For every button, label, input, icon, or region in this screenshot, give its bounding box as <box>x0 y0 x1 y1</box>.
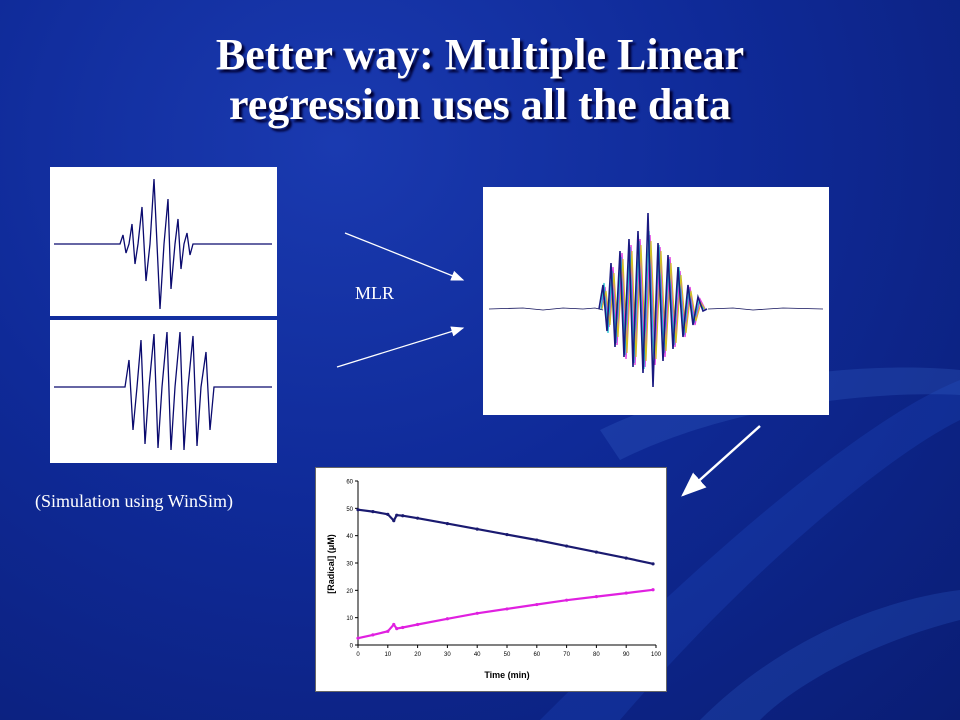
kinetics-chart: 0 10 20 30 40 50 60 0 10 20 30 40 50 60 70 80 90 100 Time… <box>315 467 667 692</box>
x-tick-label: 60 <box>533 652 540 658</box>
series-1-line <box>357 508 654 565</box>
y-tick-label: 40 <box>346 534 353 540</box>
x-tick-label: 10 <box>384 652 391 658</box>
series-1-point <box>535 538 539 542</box>
y-tick-label: 0 <box>350 644 354 650</box>
simulation-caption: (Simulation using WinSim) <box>35 491 233 511</box>
series-1-point <box>416 516 420 520</box>
arrow-top-to-fit <box>344 232 465 281</box>
series-2-point <box>386 629 390 633</box>
series-2-point <box>594 595 598 599</box>
series-1-point <box>395 513 399 517</box>
x-tick-label: 30 <box>444 652 451 658</box>
series-1-point <box>505 532 509 537</box>
series-1-point <box>401 514 405 518</box>
x-axis-label: Time (min) <box>484 670 529 680</box>
series-2-point <box>624 591 628 595</box>
series-1-point <box>371 510 375 514</box>
experimental-baseline <box>488 307 824 311</box>
series-1-point <box>356 508 360 512</box>
y-tick-label: 50 <box>346 507 353 513</box>
x-tick-label: 70 <box>563 652 570 658</box>
x-tick-label: 80 <box>593 652 600 658</box>
series-2-line <box>357 588 654 640</box>
spectrum-bottom-left <box>50 320 277 463</box>
series-2-point <box>392 622 396 627</box>
series-1-point <box>651 562 655 566</box>
series-1-point <box>386 512 390 516</box>
arrow-fit-to-kinetics <box>681 425 761 497</box>
y-axis-label: [Radical] (μM) <box>326 534 336 594</box>
spectrum-experimental-plot <box>488 212 824 388</box>
x-tick-label: 0 <box>356 652 360 658</box>
series-2-point <box>395 627 399 631</box>
series-2-point <box>401 625 405 630</box>
series-2-point <box>535 602 539 607</box>
series-2-point <box>371 633 375 637</box>
spectrum-experimental <box>483 187 829 415</box>
y-tick-label: 10 <box>346 616 353 622</box>
y-tick-label: 30 <box>346 562 353 568</box>
spectrum-trace-1 <box>54 178 272 310</box>
series-1-point <box>392 519 396 523</box>
spectrum-trace-2 <box>54 331 272 451</box>
series-2-point <box>651 588 655 592</box>
series-2-point <box>356 636 360 640</box>
x-tick-label: 20 <box>414 652 421 658</box>
experimental-trace-fit <box>598 212 708 388</box>
series-2-point <box>475 611 479 615</box>
title-line-1: Better way: Multiple Linear <box>215 30 745 79</box>
arrow-bottom-to-fit <box>336 326 465 368</box>
spectrum-top-left <box>50 167 277 316</box>
x-tick-label: 100 <box>651 652 662 658</box>
series-2-point <box>416 622 420 627</box>
x-tick-label: 40 <box>474 652 481 658</box>
series-1-point <box>624 556 628 560</box>
title-line-2: regression uses all the data <box>229 80 731 129</box>
kinetics-chart-svg: 0 10 20 30 40 50 60 0 10 20 30 40 50 60 70 80 90 100 Time… <box>326 480 662 681</box>
series-1-point <box>445 522 449 526</box>
series-2-point <box>565 598 569 602</box>
series-1-point <box>594 550 598 554</box>
x-tick-label: 90 <box>623 652 630 658</box>
mlr-label: MLR <box>355 283 395 303</box>
series-2-point <box>505 607 509 611</box>
slide-title: Better way: Multiple Linear regression u… <box>0 30 960 130</box>
spectrum-bottom-left-plot <box>54 331 272 451</box>
series-1-point <box>475 527 479 531</box>
y-tick-label: 20 <box>346 589 353 595</box>
spectrum-top-left-plot <box>54 178 272 310</box>
series-2-point <box>445 617 449 621</box>
series-1-point <box>565 544 569 548</box>
x-tick-label: 50 <box>504 652 511 658</box>
y-tick-label: 60 <box>346 480 353 486</box>
